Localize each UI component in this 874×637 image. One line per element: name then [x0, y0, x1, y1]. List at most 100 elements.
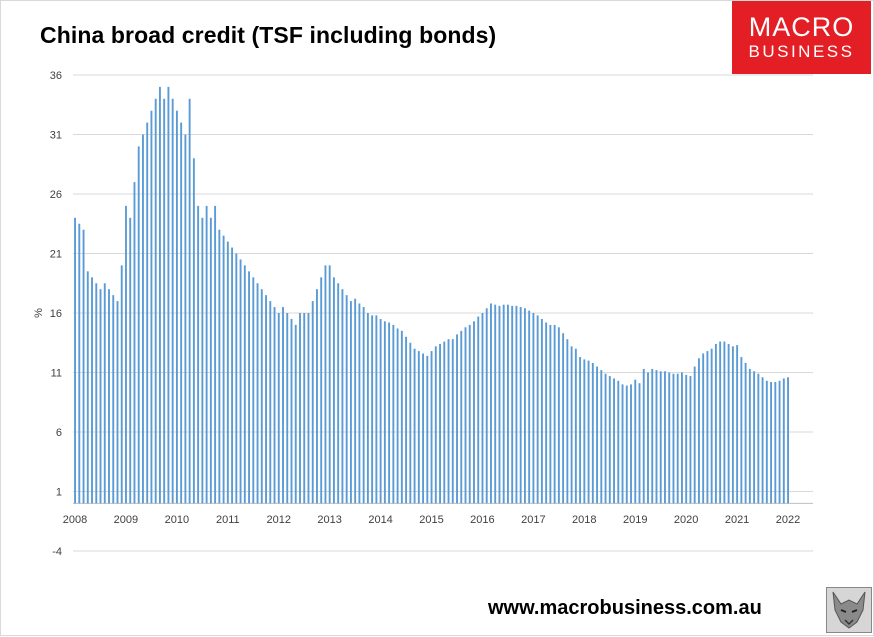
bar — [638, 383, 641, 504]
bar — [188, 98, 191, 504]
bar — [277, 313, 280, 504]
bar — [265, 295, 267, 504]
bar — [409, 342, 412, 504]
bar — [260, 289, 263, 504]
bar — [125, 205, 127, 504]
bar — [366, 313, 369, 504]
bars — [74, 86, 789, 504]
bar — [400, 330, 403, 504]
bar — [163, 98, 166, 504]
x-tick-label: 2013 — [317, 514, 341, 526]
bar — [74, 217, 76, 504]
y-tick-label: 1 — [56, 487, 62, 499]
bar — [468, 324, 471, 504]
bar — [337, 283, 340, 504]
bar — [434, 346, 437, 504]
bar — [158, 86, 161, 504]
bar — [498, 305, 501, 504]
bar — [702, 353, 705, 504]
bar — [787, 377, 789, 504]
bar — [630, 384, 632, 504]
x-tick-label: 2014 — [368, 514, 392, 526]
bar — [171, 98, 174, 504]
logo-line-2: BUSINESS — [748, 42, 855, 61]
bar — [596, 366, 599, 504]
bar — [133, 182, 136, 504]
bar — [282, 307, 284, 504]
bar — [116, 301, 119, 504]
bar — [405, 336, 408, 504]
x-tick-label: 2009 — [114, 514, 138, 526]
bar — [167, 86, 170, 504]
bar — [515, 305, 518, 504]
bar — [447, 339, 450, 504]
bar — [341, 289, 344, 504]
bar — [303, 313, 306, 504]
bar — [345, 295, 348, 504]
bar — [587, 360, 590, 504]
x-tick-label: 2016 — [470, 514, 494, 526]
bar — [664, 371, 666, 504]
bar — [770, 382, 773, 504]
bar — [209, 217, 212, 504]
bar — [719, 341, 722, 504]
bar — [740, 357, 743, 504]
bar — [332, 277, 335, 504]
bar — [731, 346, 734, 504]
x-tick-label: 2008 — [63, 514, 87, 526]
bar — [439, 343, 441, 504]
bar — [676, 373, 679, 504]
bar — [316, 289, 318, 504]
bar — [608, 376, 611, 504]
bar — [150, 110, 153, 504]
bar — [328, 265, 331, 504]
bar — [557, 327, 560, 504]
bar — [358, 303, 361, 504]
bar — [621, 384, 624, 504]
bar — [78, 223, 81, 504]
bar — [485, 308, 488, 504]
bar — [460, 330, 463, 504]
bar — [396, 328, 399, 504]
bar — [252, 277, 255, 504]
bar — [443, 341, 446, 504]
bar — [655, 370, 658, 504]
x-tick-label: 2012 — [266, 514, 290, 526]
bar — [180, 122, 183, 504]
bar — [506, 304, 509, 504]
logo-line-1: MACRO — [748, 12, 855, 42]
wolf-logo-icon — [826, 587, 872, 633]
x-axis-ticks: 2008 2009 2010 2011 2012 2013 2014 2015 2016 2017… — [63, 514, 800, 526]
bar — [146, 122, 149, 504]
bar — [714, 343, 717, 504]
bar — [625, 385, 628, 504]
bar — [226, 241, 229, 504]
y-tick-label: 6 — [56, 427, 62, 439]
bar — [647, 372, 649, 504]
website-url[interactable]: www.macrobusiness.com.au — [488, 597, 762, 619]
gridlines — [73, 74, 813, 552]
bar — [235, 253, 238, 504]
bar — [591, 362, 594, 504]
bar — [473, 321, 475, 504]
bar — [120, 265, 123, 504]
y-axis-label: % — [33, 308, 45, 318]
bar — [490, 303, 492, 504]
bar — [311, 301, 314, 504]
bar — [91, 277, 93, 504]
bar — [320, 277, 323, 504]
bar — [511, 305, 514, 504]
bar — [430, 351, 433, 504]
x-tick-label: 2010 — [165, 514, 189, 526]
bar — [553, 324, 556, 504]
bar — [536, 315, 539, 504]
bar — [201, 217, 204, 504]
bar — [600, 370, 603, 504]
macrobusiness-logo[interactable]: MACRO BUSINESS — [732, 1, 871, 74]
bar — [579, 357, 582, 504]
bar — [757, 373, 760, 504]
y-tick-label: 11 — [51, 368, 62, 380]
bar — [142, 134, 144, 504]
